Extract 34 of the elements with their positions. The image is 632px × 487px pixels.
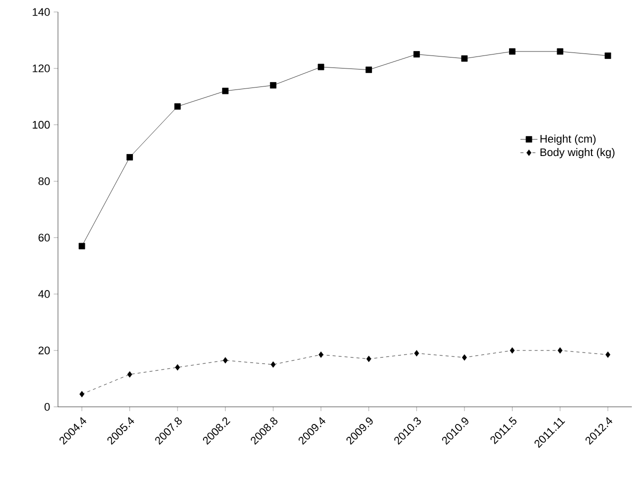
point [318,64,324,70]
point [127,371,132,378]
point [510,347,515,354]
y-tick-label: 120 [32,64,50,72]
point [556,48,564,55]
point [605,352,610,358]
point [222,88,229,94]
point [79,391,84,398]
legend-label: Body wight (kg) [540,148,614,158]
point [318,352,324,358]
point [270,361,276,368]
y-tick-label: 80 [38,177,50,186]
y-tick-label: 0 [44,403,50,411]
y-tick-label: 140 [32,8,50,16]
point [604,52,612,59]
y-tick-label: 100 [32,121,50,129]
point [461,55,468,62]
point [413,51,420,58]
y-tick-label: 20 [38,346,50,354]
point [270,82,276,89]
point [509,48,516,55]
point [175,364,180,371]
point [558,347,563,354]
y-tick-label: 60 [38,234,50,242]
point [126,154,133,161]
legend-label: Height (cm) [540,134,596,145]
point [462,354,467,361]
point [366,356,372,362]
point [78,242,86,250]
point [366,66,372,74]
point [174,103,181,110]
point [222,357,228,364]
y-tick-label: 40 [38,290,50,298]
point [414,350,420,357]
